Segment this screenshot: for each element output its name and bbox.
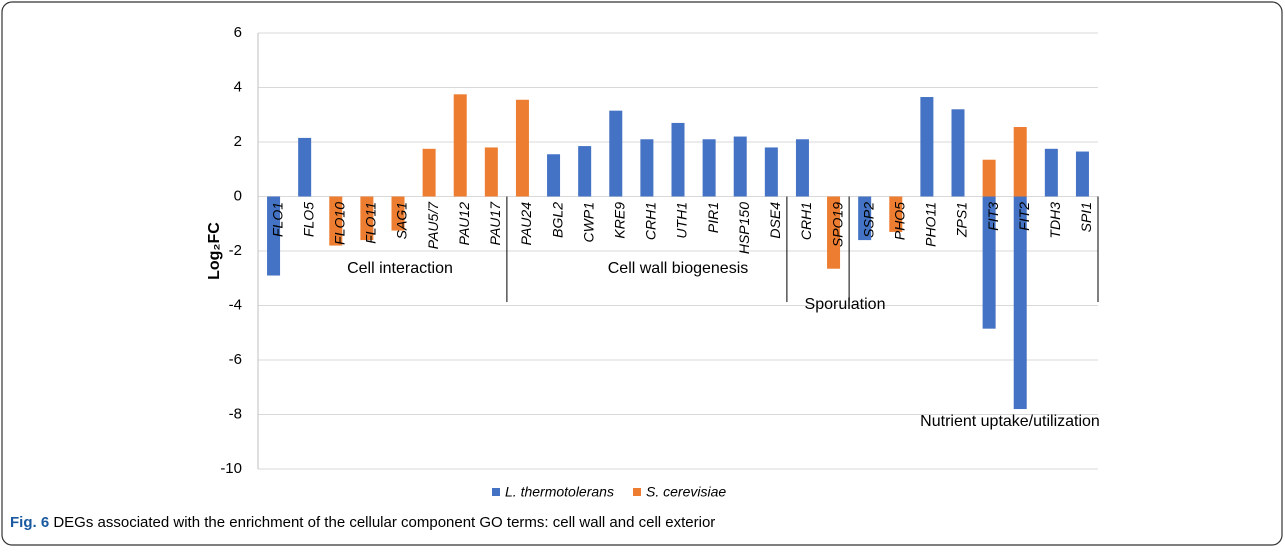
bar bbox=[422, 148, 436, 197]
bar bbox=[515, 99, 529, 197]
x-tick-label: FLO11 bbox=[363, 202, 379, 244]
x-tick-label: PAU12 bbox=[456, 202, 472, 246]
bar bbox=[298, 137, 312, 197]
group-label: Nutrient uptake/utilization bbox=[920, 413, 1100, 430]
bar bbox=[609, 110, 623, 197]
x-tick-label: SPI1 bbox=[1078, 202, 1094, 232]
x-tick-label: FIT3 bbox=[985, 202, 1001, 231]
y-axis-label: Log₂FC bbox=[206, 222, 223, 280]
y-tick-label: 2 bbox=[234, 133, 242, 150]
group-label: Cell wall biogenesis bbox=[608, 260, 749, 277]
x-tick-label: KRE9 bbox=[611, 202, 627, 239]
bar bbox=[453, 94, 467, 197]
group-label: Cell interaction bbox=[347, 260, 453, 277]
x-tick-label: PIR1 bbox=[705, 202, 721, 233]
bar bbox=[547, 154, 561, 197]
y-tick-label: -2 bbox=[229, 242, 242, 259]
bar bbox=[858, 196, 872, 241]
y-tick-label: -6 bbox=[229, 351, 242, 368]
legend-label: L. thermotolerans bbox=[505, 484, 614, 500]
bar bbox=[640, 139, 654, 197]
bar bbox=[1013, 196, 1027, 410]
bar bbox=[391, 196, 405, 231]
x-tick-label: ZPS1 bbox=[954, 202, 970, 238]
bar bbox=[982, 159, 996, 197]
y-tick-label: 0 bbox=[234, 187, 242, 204]
bar bbox=[982, 196, 996, 329]
x-tick-label: SAG1 bbox=[394, 202, 410, 239]
bar bbox=[733, 136, 747, 197]
legend-label: S. cerevisiae bbox=[646, 484, 726, 500]
bar bbox=[702, 139, 716, 197]
y-tick-label: -10 bbox=[220, 460, 242, 477]
x-tick-label: PHO11 bbox=[923, 202, 939, 247]
bar bbox=[764, 147, 778, 197]
bar bbox=[827, 196, 841, 269]
bar bbox=[1075, 151, 1089, 197]
bar bbox=[329, 196, 343, 246]
x-tick-label: HSP150 bbox=[736, 202, 752, 254]
x-tick-label: SSP2 bbox=[860, 202, 876, 238]
legend-swatch bbox=[633, 488, 641, 496]
y-tick-label: -8 bbox=[229, 405, 242, 422]
bar bbox=[360, 196, 374, 241]
x-tick-label: UTH1 bbox=[674, 202, 690, 239]
bar bbox=[795, 139, 809, 197]
x-tick-label: FIT2 bbox=[1016, 202, 1032, 231]
bar bbox=[889, 196, 903, 232]
bar bbox=[1044, 148, 1058, 197]
x-tick-label: FLO10 bbox=[331, 202, 347, 245]
bar bbox=[578, 146, 592, 197]
bar bbox=[484, 147, 498, 197]
y-tick-label: 6 bbox=[234, 24, 242, 41]
x-tick-label: FLO5 bbox=[300, 202, 316, 237]
x-tick-label: CWP1 bbox=[580, 202, 596, 242]
caption: Fig. 6 DEGs associated with the enrichme… bbox=[10, 514, 715, 531]
x-tick-label: PAU5/7 bbox=[425, 201, 441, 249]
legend-swatch bbox=[492, 488, 500, 496]
x-tick-label: PAU17 bbox=[487, 201, 503, 246]
x-tick-label: PHO5 bbox=[891, 202, 907, 240]
x-tick-label: SPO19 bbox=[829, 202, 845, 247]
bar bbox=[267, 196, 281, 276]
y-tick-label: -4 bbox=[229, 296, 242, 313]
x-tick-label: FLO1 bbox=[269, 202, 285, 237]
x-tick-label: TDH3 bbox=[1047, 202, 1063, 239]
x-tick-label: DSE4 bbox=[767, 202, 783, 239]
x-tick-label: CRH1 bbox=[643, 202, 659, 240]
bar bbox=[1013, 127, 1027, 197]
bar bbox=[951, 109, 965, 197]
group-label: Sporulation bbox=[805, 296, 886, 313]
x-tick-label: PAU24 bbox=[518, 202, 534, 246]
x-tick-label: BGL2 bbox=[549, 202, 565, 238]
bar bbox=[671, 122, 685, 197]
bar bbox=[920, 97, 934, 197]
y-tick-label: 4 bbox=[234, 78, 242, 95]
x-tick-label: CRH1 bbox=[798, 202, 814, 240]
